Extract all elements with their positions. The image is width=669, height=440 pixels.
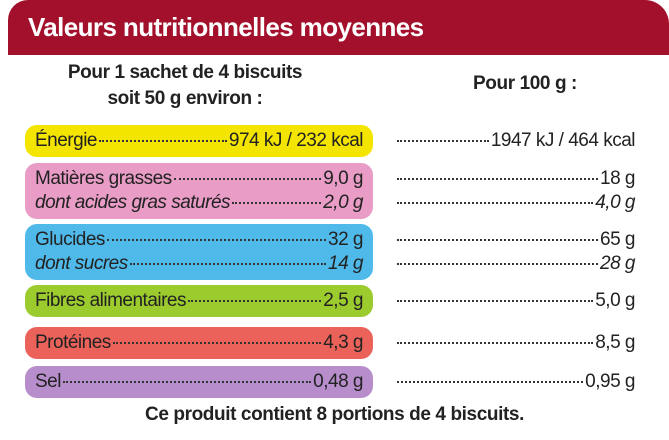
per100-block: 0,95 g [395,366,635,398]
nutrient-box: Sel 0,48 g [25,366,373,398]
nutrient-label: Glucides [35,229,105,250]
leader [112,342,322,344]
leader [129,263,327,265]
per100-value: 65 g [600,229,635,250]
per100-line: 18 g [395,167,635,191]
nutrient-label: dont sucres [35,253,128,274]
portion-value: 4,3 g [323,332,363,353]
per100-value: 18 g [600,168,635,189]
portion-value: 9,0 g [323,168,363,189]
per100-line: 4,0 g [395,191,635,215]
leader [397,381,584,383]
column-header: soit 50 g environ : [107,88,263,109]
per100-block: 8,5 g [395,327,635,359]
footer: Ce produit contient 8 portions de 4 bisc… [145,404,524,425]
portion-value: 2,5 g [323,290,363,311]
per100-block: 1947 kJ / 464 kcal [395,125,636,157]
per100-line: 1947 kJ / 464 kcal [395,129,636,153]
nutrient-line: Protéines 4,3 g [35,331,363,355]
per100-value: 1947 kJ / 464 kcal [490,130,636,151]
nutrient-box: Matières grasses 9,0 g dont acides gras sa… [25,163,373,219]
leader [232,202,322,204]
leader [173,178,322,180]
per100-value: 8,5 g [595,332,635,353]
nutrient-line: dont sucres 14 g [35,252,363,276]
nutrient-label: Énergie [35,130,98,151]
leader [99,140,227,142]
per100-value: 4,0 g [595,192,635,213]
nutrient-box: Protéines 4,3 g [25,327,373,359]
leader [397,202,594,204]
title: Valeurs nutritionnelles moyennes [28,12,424,42]
nutrient-box: Glucides 32 g dont sucres 14 g [25,224,373,280]
leader [397,263,599,265]
nutrient-label: Protéines [35,332,111,353]
leader [397,342,594,344]
portion-value: 974 kJ / 232 kcal [228,130,364,151]
leader [188,300,322,302]
nutrient-box: Énergie 974 kJ / 232 kcal [25,125,373,157]
per100-value: 0,95 g [585,371,635,392]
portion-value: 32 g [328,229,363,250]
per100-block: 65 g 28 g [395,224,635,280]
per100-line: 5,0 g [395,289,635,313]
portion-value: 0,48 g [313,371,363,392]
nutrient-box: Fibres alimentaires 2,5 g [25,285,373,317]
per100-block: 5,0 g [395,285,635,317]
column-header: Pour 1 sachet de 4 biscuits [67,62,303,83]
per100-line: 28 g [395,252,635,276]
per100-value: 5,0 g [595,290,635,311]
nutrient-line: Matières grasses 9,0 g [35,167,363,191]
leader [397,140,489,142]
portion-value: 2,0 g [323,192,363,213]
header-bar [8,0,669,55]
nutrient-label: Sel [35,371,61,392]
nutrient-line: Sel 0,48 g [35,370,363,394]
per100-value: 28 g [600,253,635,274]
leader [62,381,312,383]
nutrient-line: Énergie 974 kJ / 232 kcal [35,129,364,153]
column-header: Pour 100 g : [473,73,577,94]
per100-line: 0,95 g [395,370,635,394]
portion-value: 14 g [328,253,363,274]
nutrient-line: dont acides gras saturés 2,0 g [35,191,363,215]
per100-block: 18 g 4,0 g [395,163,635,219]
per100-line: 8,5 g [395,331,635,355]
nutrient-line: Fibres alimentaires 2,5 g [35,289,363,313]
per100-line: 65 g [395,228,635,252]
nutrient-label: dont acides gras saturés [35,192,231,213]
leader [106,239,327,241]
nutrient-label: Fibres alimentaires [35,290,187,311]
leader [397,239,599,241]
nutrient-line: Glucides 32 g [35,228,363,252]
nutrient-label: Matières grasses [35,168,172,189]
leader [397,178,599,180]
leader [397,300,594,302]
